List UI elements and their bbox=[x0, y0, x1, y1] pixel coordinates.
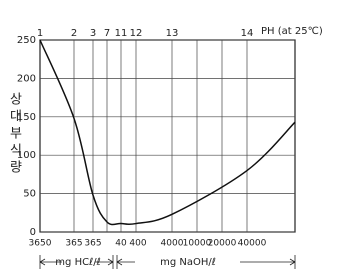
corrosion-curve bbox=[39, 39, 296, 226]
bottom-tick-label: 365 bbox=[65, 239, 82, 249]
y-label-char: 량 bbox=[10, 161, 22, 176]
y-tick-label: 0 bbox=[30, 227, 36, 238]
naoh-bracket bbox=[116, 255, 296, 269]
plot-frame bbox=[39, 39, 296, 233]
top-tick-label: 2 bbox=[71, 28, 77, 39]
hcl-unit: mg HCℓ/ℓ bbox=[55, 257, 100, 268]
bottom-tick-label: 40000 bbox=[238, 239, 267, 249]
y-label-char: 부 bbox=[10, 127, 22, 142]
bottom-tick-label: 10000 bbox=[183, 239, 212, 249]
top-tick-label: 3 bbox=[90, 28, 96, 39]
y-tick-label: 250 bbox=[17, 35, 36, 46]
top-tick-label: 1 bbox=[37, 28, 43, 39]
top-tick-label: 12 bbox=[130, 28, 143, 39]
y-tick-label: 50 bbox=[23, 189, 36, 200]
y-label-char: 식 bbox=[10, 144, 22, 159]
bottom-tick-label: 4000 bbox=[161, 239, 184, 249]
y-tick-label: 100 bbox=[17, 150, 36, 161]
y-label-char: 상 bbox=[10, 93, 22, 108]
hcl-bracket bbox=[39, 255, 114, 269]
y-tick-label: 150 bbox=[17, 112, 36, 123]
naoh-unit: mg NaOH/ℓ bbox=[160, 257, 216, 268]
top-tick-label: 14 bbox=[241, 28, 254, 39]
y-tick-label: 200 bbox=[17, 73, 36, 84]
bottom-tick-label: 365 bbox=[84, 239, 101, 249]
top-axis-title: PH (at 25℃) bbox=[261, 26, 323, 37]
top-tick-label: 13 bbox=[166, 28, 179, 39]
top-tick-label: 7 bbox=[104, 28, 110, 39]
bottom-tick-label: 20000 bbox=[208, 239, 237, 249]
top-tick-label: 11 bbox=[115, 28, 128, 39]
bottom-tick-label: 400 bbox=[129, 239, 146, 249]
bottom-tick-label: 3650 bbox=[29, 239, 52, 249]
bottom-tick-label: 40 bbox=[115, 239, 127, 249]
y-label-char: 대 bbox=[10, 110, 22, 125]
